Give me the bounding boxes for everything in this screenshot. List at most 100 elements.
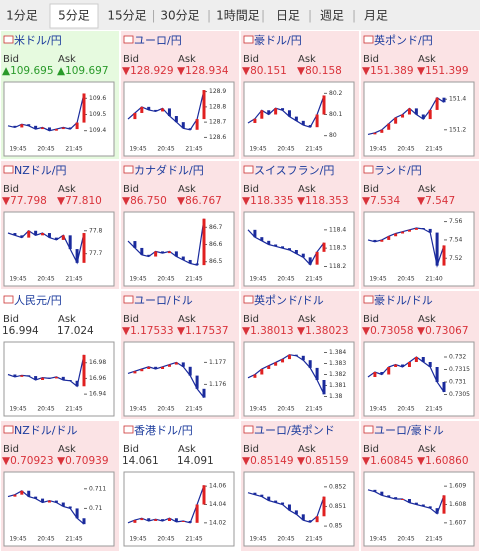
candle [308, 360, 312, 368]
candle [287, 110, 291, 117]
candle [41, 233, 45, 236]
pair-name[interactable]: NZドル/ドル [14, 424, 77, 437]
candle [301, 120, 305, 126]
bid-label: Bid [123, 54, 139, 65]
pair-name[interactable]: 豪ドル/ドル [374, 293, 433, 307]
candle [34, 125, 38, 130]
pair-name[interactable]: 米ドル/円 [14, 34, 62, 47]
tab[interactable]: 15分足 [107, 9, 146, 23]
candle [20, 490, 24, 495]
bid-price: ▼77.798 [2, 195, 47, 207]
pair-name[interactable]: ユーロ/英ポンド [254, 423, 335, 437]
candle [435, 232, 439, 266]
x-tick-label: 19:45 [369, 276, 386, 283]
tab[interactable]: 1時間足 [216, 9, 260, 23]
ask-price: ▼0.73067 [417, 325, 469, 337]
candle [61, 235, 65, 240]
ask-label: Ask [418, 54, 436, 65]
pair-name[interactable]: 英ポンド/円 [374, 33, 433, 47]
tab-separator: | [352, 9, 356, 23]
pair-name[interactable]: ランド/円 [374, 164, 422, 177]
candle [68, 380, 72, 381]
candle [133, 520, 137, 523]
chart-box [123, 81, 235, 157]
bid-label: Bid [123, 444, 139, 455]
candle [380, 129, 384, 133]
tab[interactable]: 日足 [276, 9, 300, 23]
candle [181, 256, 185, 260]
flag-icon [3, 165, 14, 174]
bid-price: 14.061 [122, 455, 159, 467]
candle [195, 375, 199, 389]
pair-name[interactable]: 英ポンド/ドル [254, 293, 324, 307]
pair-name[interactable]: ユーロ/ドル [134, 294, 193, 307]
pair-name[interactable]: カナダドル/円 [134, 163, 204, 177]
candle [41, 498, 45, 503]
bid-label: Bid [3, 184, 19, 195]
pair-name[interactable]: 人民元/円 [14, 294, 62, 307]
tab[interactable]: 1分足 [6, 9, 38, 23]
pair-name[interactable]: ユーロ/円 [134, 34, 182, 47]
candle [287, 354, 291, 360]
candle [75, 380, 79, 387]
tab[interactable]: 月足 [364, 9, 388, 23]
candle [294, 116, 298, 121]
x-tick-label: 21:45 [185, 536, 202, 543]
candle [435, 367, 439, 382]
candle [181, 521, 185, 522]
chart-box [243, 471, 355, 547]
pair-name[interactable]: NZドル/円 [14, 164, 66, 177]
bid-price: ▼1.17533 [122, 325, 174, 337]
pair-name[interactable]: 香港ドル/円 [134, 424, 193, 437]
ask-price: ▲109.697 [57, 65, 109, 77]
bid-label: Bid [363, 184, 379, 195]
candle [267, 496, 271, 501]
tab-separator: | [151, 9, 155, 23]
candle [161, 366, 165, 369]
candle [27, 230, 31, 238]
bid-label: Bid [363, 314, 379, 325]
flag-icon [243, 295, 254, 304]
tab[interactable]: 週足 [320, 9, 344, 23]
ask-price: 17.024 [57, 325, 94, 337]
candle [34, 496, 38, 499]
candle [387, 495, 391, 498]
candle [54, 129, 58, 131]
y-tick-label: 14.04 [209, 501, 226, 508]
candle [442, 382, 446, 392]
y-tick-label: 0.71 [89, 505, 103, 512]
candle [133, 241, 137, 248]
candle [174, 518, 178, 522]
candle [34, 230, 38, 236]
candle [380, 239, 384, 242]
pair-name[interactable]: スイスフラン/円 [254, 164, 334, 177]
candle [287, 504, 291, 511]
tab[interactable]: 30分足 [160, 9, 199, 23]
bid-label: Bid [123, 184, 139, 195]
pair-name[interactable]: ユーロ/豪ドル [374, 423, 444, 437]
candle [308, 257, 312, 265]
candle [281, 108, 285, 111]
candle [147, 518, 151, 521]
chart-box [363, 341, 475, 417]
candle [174, 362, 178, 365]
chart-box [3, 81, 115, 157]
flag-icon [363, 295, 374, 304]
bid-label: Bid [243, 444, 259, 455]
candle [202, 90, 206, 120]
candle [260, 369, 264, 375]
y-tick-label: 109.5 [89, 111, 106, 118]
candle [380, 491, 384, 496]
candle [27, 124, 31, 126]
candle [47, 127, 51, 131]
flag-icon [123, 425, 134, 434]
candle [13, 374, 17, 377]
candle [41, 127, 45, 130]
y-tick-label: 1.38 [329, 393, 343, 400]
pair-name[interactable]: 豪ドル/円 [254, 33, 302, 47]
tab[interactable]: 5分足 [58, 9, 90, 23]
candle [202, 388, 206, 398]
ask-price: ▼86.767 [177, 195, 222, 207]
candle [421, 228, 425, 229]
candle [161, 519, 165, 521]
